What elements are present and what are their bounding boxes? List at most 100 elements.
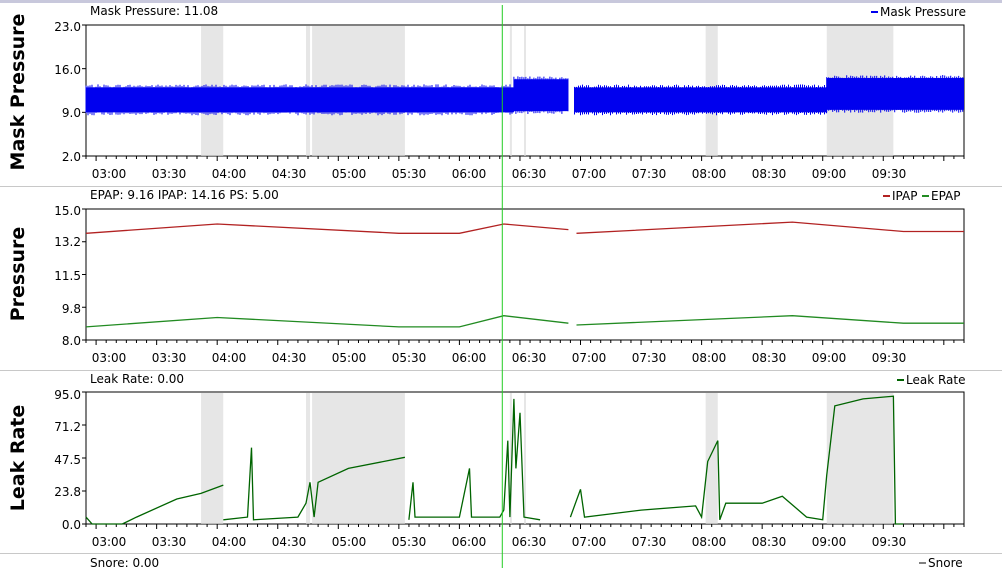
- x-tick-label: 06:30: [512, 351, 547, 365]
- y-tick-label: 9.0: [62, 106, 81, 120]
- pressure-legend: IPAP EPAP: [883, 189, 961, 203]
- event-span: [826, 393, 894, 524]
- x-tick-label: 07:30: [632, 167, 667, 181]
- x-tick-label: 07:30: [632, 351, 667, 365]
- x-tick-label: 08:00: [692, 167, 727, 181]
- ipap-legend-label: IPAP: [892, 189, 917, 203]
- x-tick-label: 07:00: [572, 351, 607, 365]
- y-tick-label: 47.5: [54, 453, 81, 467]
- mask-pressure-legend-label: Mask Pressure: [880, 5, 966, 19]
- event-span: [523, 393, 527, 524]
- event-span: [306, 393, 311, 524]
- mask-pressure-waveform: [574, 84, 827, 116]
- x-tick-label: 08:30: [752, 167, 787, 181]
- snore-panel[interactable]: Snore: 0.00 Snore: [90, 556, 963, 568]
- y-tick-label: 8.0: [62, 334, 81, 348]
- mask-pressure-waveform: [85, 84, 513, 116]
- mask-pressure-x-axis: 03:00 03:30 04:00 04:30 05:00 05:30 06:0…: [92, 167, 907, 181]
- x-tick-label: 05:00: [332, 351, 367, 365]
- pressure-panel[interactable]: Pressure EPAP: 9.16 IPAP: 14.16 PS: 5.00…: [7, 188, 965, 365]
- pressure-plot-area[interactable]: [82, 208, 965, 345]
- x-tick-label: 08:30: [752, 535, 787, 549]
- epap-legend-label: EPAP: [931, 189, 961, 203]
- pressure-x-axis: 03:00 03:30 04:00 04:30 05:00 05:30 06:0…: [92, 351, 907, 365]
- x-tick-label: 05:00: [332, 167, 367, 181]
- x-tick-label: 08:00: [692, 535, 727, 549]
- x-tick-label: 06:30: [512, 167, 547, 181]
- x-tick-label: 05:30: [392, 351, 427, 365]
- x-tick-label: 03:30: [152, 167, 187, 181]
- leak-rate-legend: Leak Rate: [897, 373, 966, 387]
- leak-rate-plot-area[interactable]: [82, 391, 965, 529]
- x-tick-label: 04:30: [272, 535, 307, 549]
- x-tick-label: 08:00: [692, 351, 727, 365]
- leak-rate-legend-label: Leak Rate: [906, 373, 966, 387]
- x-tick-label: 04:00: [212, 167, 247, 181]
- x-tick-label: 05:30: [392, 535, 427, 549]
- x-tick-label: 05:00: [332, 535, 367, 549]
- y-tick-label: 2.0: [62, 150, 81, 164]
- mask-pressure-waveform: [513, 76, 569, 114]
- pressure-readout: EPAP: 9.16 IPAP: 14.16 PS: 5.00: [90, 188, 279, 202]
- x-tick-label: 06:00: [452, 535, 487, 549]
- event-span: [509, 393, 512, 524]
- mask-pressure-panel[interactable]: Mask Pressure Mask Pressure: 11.08 Mask …: [7, 4, 966, 181]
- x-tick-label: 09:30: [872, 535, 907, 549]
- event-span: [312, 393, 405, 524]
- leak-rate-axis-title: Leak Rate: [7, 405, 29, 512]
- event-span: [201, 393, 224, 524]
- x-tick-label: 09:00: [812, 167, 847, 181]
- series-line-leak-rate: [85, 395, 904, 525]
- y-tick-label: 95.0: [54, 388, 81, 402]
- leak-rate-y-axis: 95.0 71.2 47.5 23.8 0.0: [54, 388, 81, 532]
- mask-pressure-legend: Mask Pressure: [871, 5, 966, 19]
- y-tick-label: 15.0: [54, 204, 81, 218]
- x-tick-label: 03:30: [152, 535, 187, 549]
- x-tick-label: 09:30: [872, 351, 907, 365]
- x-tick-label: 09:00: [812, 351, 847, 365]
- x-tick-label: 04:30: [272, 351, 307, 365]
- series-line-ipap: [85, 221, 964, 234]
- y-tick-label: 71.2: [54, 420, 81, 434]
- y-tick-label: 11.5: [54, 269, 81, 283]
- leak-rate-readout: Leak Rate: 0.00: [90, 372, 184, 386]
- x-tick-label: 06:00: [452, 167, 487, 181]
- x-tick-label: 09:30: [872, 167, 907, 181]
- x-tick-label: 06:30: [512, 535, 547, 549]
- event-span: [705, 393, 718, 524]
- x-tick-label: 06:00: [452, 351, 487, 365]
- pressure-axis-title: Pressure: [7, 227, 29, 322]
- x-tick-label: 08:30: [752, 351, 787, 365]
- mask-pressure-band: [513, 79, 569, 112]
- y-tick-label: 23.8: [54, 485, 81, 499]
- y-tick-label: 0.0: [62, 518, 81, 532]
- x-tick-label: 03:00: [92, 535, 127, 549]
- series-line-epap: [85, 315, 964, 328]
- x-tick-label: 03:30: [152, 351, 187, 365]
- mask-pressure-plot-area[interactable]: [82, 24, 965, 161]
- mask-pressure-waveform: [826, 75, 964, 113]
- x-tick-label: 07:00: [572, 167, 607, 181]
- pressure-y-axis: 15.0 13.2 11.5 9.8 8.0: [54, 204, 81, 348]
- x-tick-label: 04:30: [272, 167, 307, 181]
- x-tick-label: 04:00: [212, 351, 247, 365]
- mask-pressure-axis-title: Mask Pressure: [7, 14, 29, 171]
- snore-readout: Snore: 0.00: [90, 556, 159, 568]
- x-tick-label: 07:30: [632, 535, 667, 549]
- mask-pressure-band: [826, 78, 964, 110]
- plot-frame: [85, 208, 965, 341]
- leak-rate-panel[interactable]: Leak Rate Leak Rate: 0.00 Leak Rate 95.0…: [7, 372, 966, 549]
- x-tick-label: 03:00: [92, 167, 127, 181]
- x-tick-label: 09:00: [812, 535, 847, 549]
- x-tick-label: 07:00: [572, 535, 607, 549]
- y-tick-label: 16.0: [54, 63, 81, 77]
- snore-legend: Snore: [919, 556, 963, 568]
- leak-rate-x-axis: 03:00 03:30 04:00 04:30 05:00 05:30 06:0…: [92, 535, 907, 549]
- snore-legend-label: Snore: [928, 556, 963, 568]
- mask-pressure-readout: Mask Pressure: 11.08: [90, 4, 218, 18]
- x-tick-label: 05:30: [392, 167, 427, 181]
- mask-pressure-y-axis: 23.0 16.0 9.0 2.0: [54, 20, 81, 164]
- y-tick-label: 9.8: [62, 302, 81, 316]
- y-tick-label: 23.0: [54, 20, 81, 34]
